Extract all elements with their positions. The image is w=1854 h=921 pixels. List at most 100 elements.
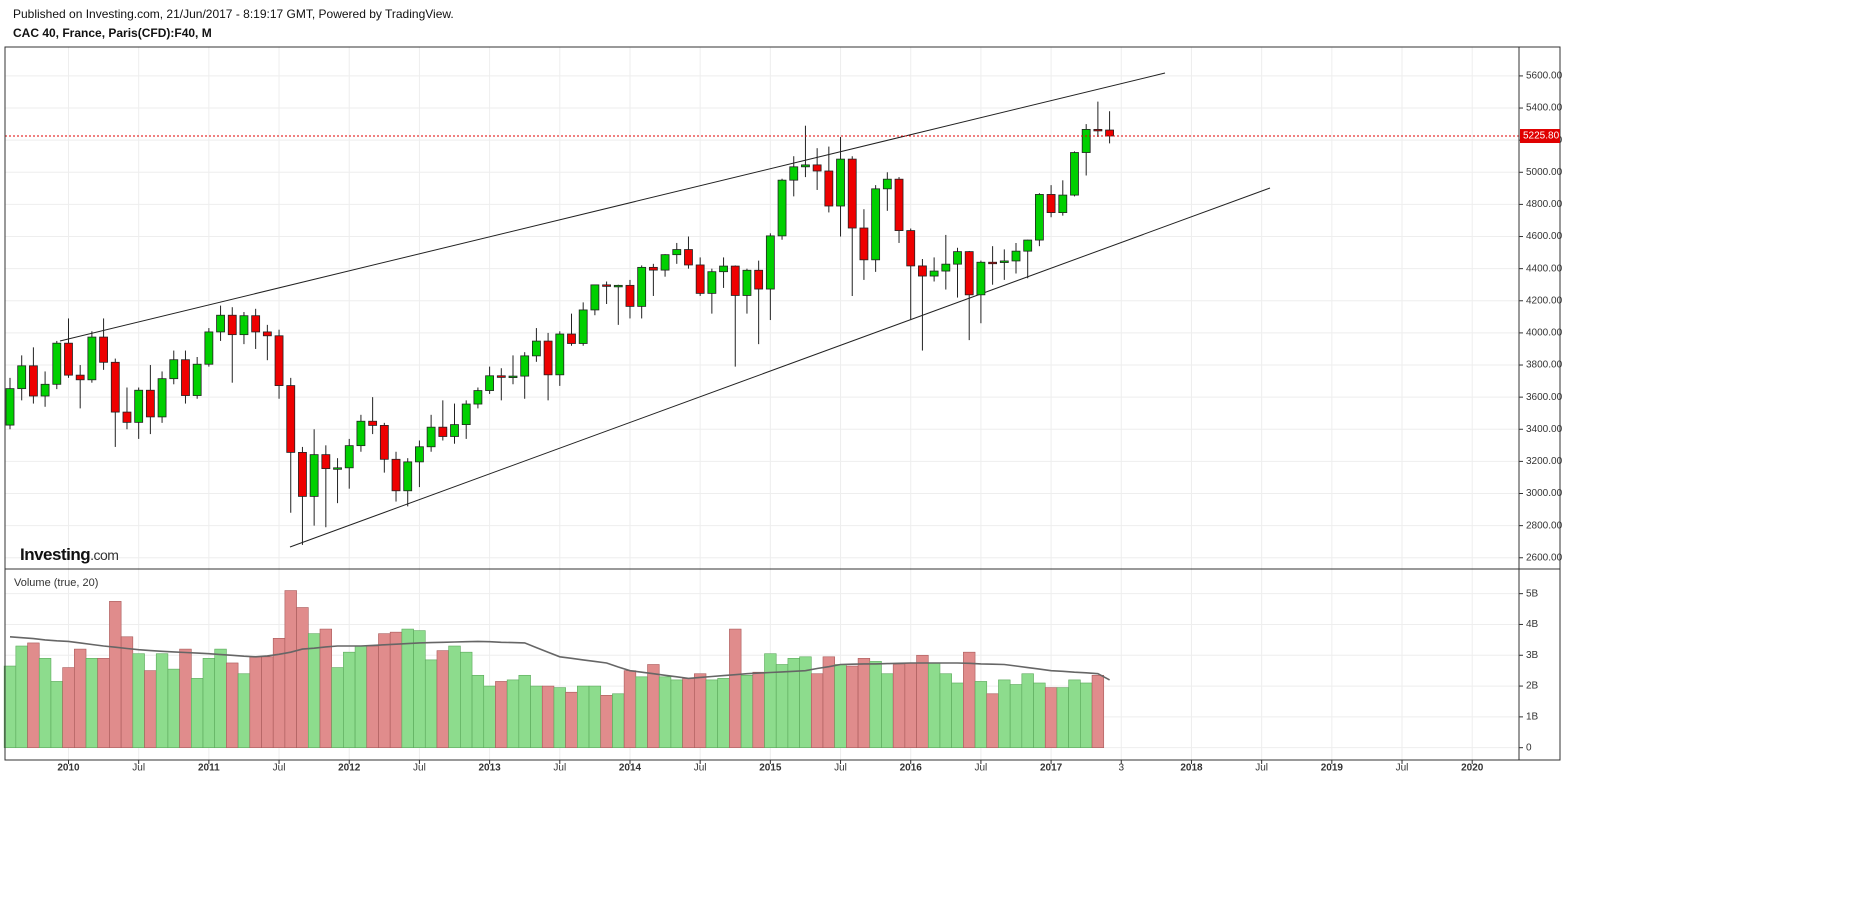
candle-body	[5, 388, 15, 426]
marks	[3, 101, 1519, 748]
candle-body	[590, 284, 600, 311]
volume-bar	[120, 636, 134, 748]
candle-body	[216, 314, 225, 333]
x-tick-label: 2019	[1321, 763, 1344, 774]
y-tick-label: 2600.00	[1526, 552, 1563, 563]
volume-bar	[705, 679, 719, 748]
candle-body	[543, 340, 553, 376]
y-tick-label: 2B	[1526, 681, 1539, 692]
candle-body	[145, 389, 155, 418]
volume-bar	[214, 648, 227, 748]
x-tick-label: 2013	[478, 763, 501, 774]
candle-body	[415, 446, 424, 463]
volume-bar	[331, 667, 344, 748]
candle-body	[1034, 194, 1044, 241]
candle-body	[1011, 250, 1021, 262]
x-tick-label: Jul	[694, 763, 707, 774]
volume-bar	[366, 645, 379, 748]
volume-bar	[284, 590, 297, 748]
grid	[5, 47, 1523, 764]
volume-bar	[226, 662, 239, 748]
candle-body	[531, 340, 541, 357]
y-tick-label: 3400.00	[1526, 424, 1563, 435]
y-tick-label: 1B	[1526, 712, 1539, 723]
x-tick-label: Jul	[975, 763, 988, 774]
volume-bar	[658, 676, 672, 748]
candle-body	[368, 420, 378, 426]
volume-bar	[1009, 684, 1023, 748]
volume-bar	[717, 678, 730, 748]
volume-bar	[354, 645, 368, 748]
candle-body	[754, 269, 764, 290]
candle-body	[637, 266, 647, 307]
volume-bar	[471, 674, 485, 748]
x-tick-label: 2016	[900, 763, 923, 774]
volume-bar	[647, 664, 660, 748]
volume-bar	[927, 662, 941, 748]
candle-body	[403, 461, 413, 492]
y-tick-label: 4400.00	[1526, 263, 1563, 274]
x-tick-label: Jul	[132, 763, 145, 774]
volume-bar	[436, 650, 449, 748]
candle-body	[485, 375, 495, 391]
volume-bar	[623, 670, 637, 748]
candle-body	[192, 363, 202, 396]
candle-body	[1081, 128, 1091, 153]
candle-body	[1093, 128, 1103, 132]
candle-body	[87, 336, 97, 381]
volume-bar	[916, 654, 929, 748]
candle-body	[239, 315, 249, 336]
volume-bar	[307, 633, 321, 748]
candle-body	[730, 265, 740, 296]
volume-bar	[38, 658, 52, 748]
candle-body	[953, 251, 962, 265]
volume-bar	[682, 678, 695, 748]
y-tick-label: 3B	[1526, 650, 1539, 661]
candle-body	[1046, 194, 1056, 213]
volume-bar	[553, 687, 566, 748]
volume-bar	[565, 691, 578, 748]
candle-body	[1105, 129, 1114, 137]
candle-body	[321, 454, 331, 470]
volume-bar	[752, 671, 765, 748]
candle-body	[812, 164, 822, 172]
volume-bar	[635, 676, 648, 748]
x-tick-label: 2014	[619, 763, 642, 774]
candle-body	[625, 284, 635, 307]
x-tick-label: Jul	[413, 763, 426, 774]
candle-body	[391, 458, 401, 492]
candle-body	[40, 383, 50, 397]
candle-body	[1023, 239, 1033, 252]
volume-bar	[132, 653, 145, 748]
volume-bar	[541, 685, 555, 748]
candle-body	[882, 178, 892, 190]
volume-bar	[389, 631, 403, 748]
candle-body	[918, 265, 927, 277]
candle-body	[286, 385, 296, 453]
volume-bar	[600, 695, 613, 748]
volume-bar	[588, 685, 602, 748]
y-tick-label: 2800.00	[1526, 520, 1563, 531]
candle-body	[613, 284, 623, 288]
y-tick-label: 3200.00	[1526, 456, 1563, 467]
candle-body	[742, 269, 752, 296]
candle-body	[765, 235, 775, 290]
volume-bar	[775, 664, 789, 748]
candle-body	[344, 445, 354, 469]
volume-bar	[846, 665, 859, 748]
candle-body	[859, 227, 869, 261]
x-tick-label: 2015	[759, 763, 782, 774]
candle-body	[999, 260, 1009, 263]
volume-bar	[1033, 682, 1046, 748]
x-tick-label: Jul	[1396, 763, 1409, 774]
volume-bar	[904, 662, 917, 748]
candle-body	[99, 336, 108, 363]
volume-bar	[1068, 679, 1081, 748]
volume-bar	[857, 658, 871, 748]
volume-bar	[810, 673, 824, 748]
volume-bar	[951, 682, 964, 748]
candle-body	[929, 270, 939, 277]
candle-body	[298, 451, 307, 497]
volume-bar	[518, 674, 531, 748]
